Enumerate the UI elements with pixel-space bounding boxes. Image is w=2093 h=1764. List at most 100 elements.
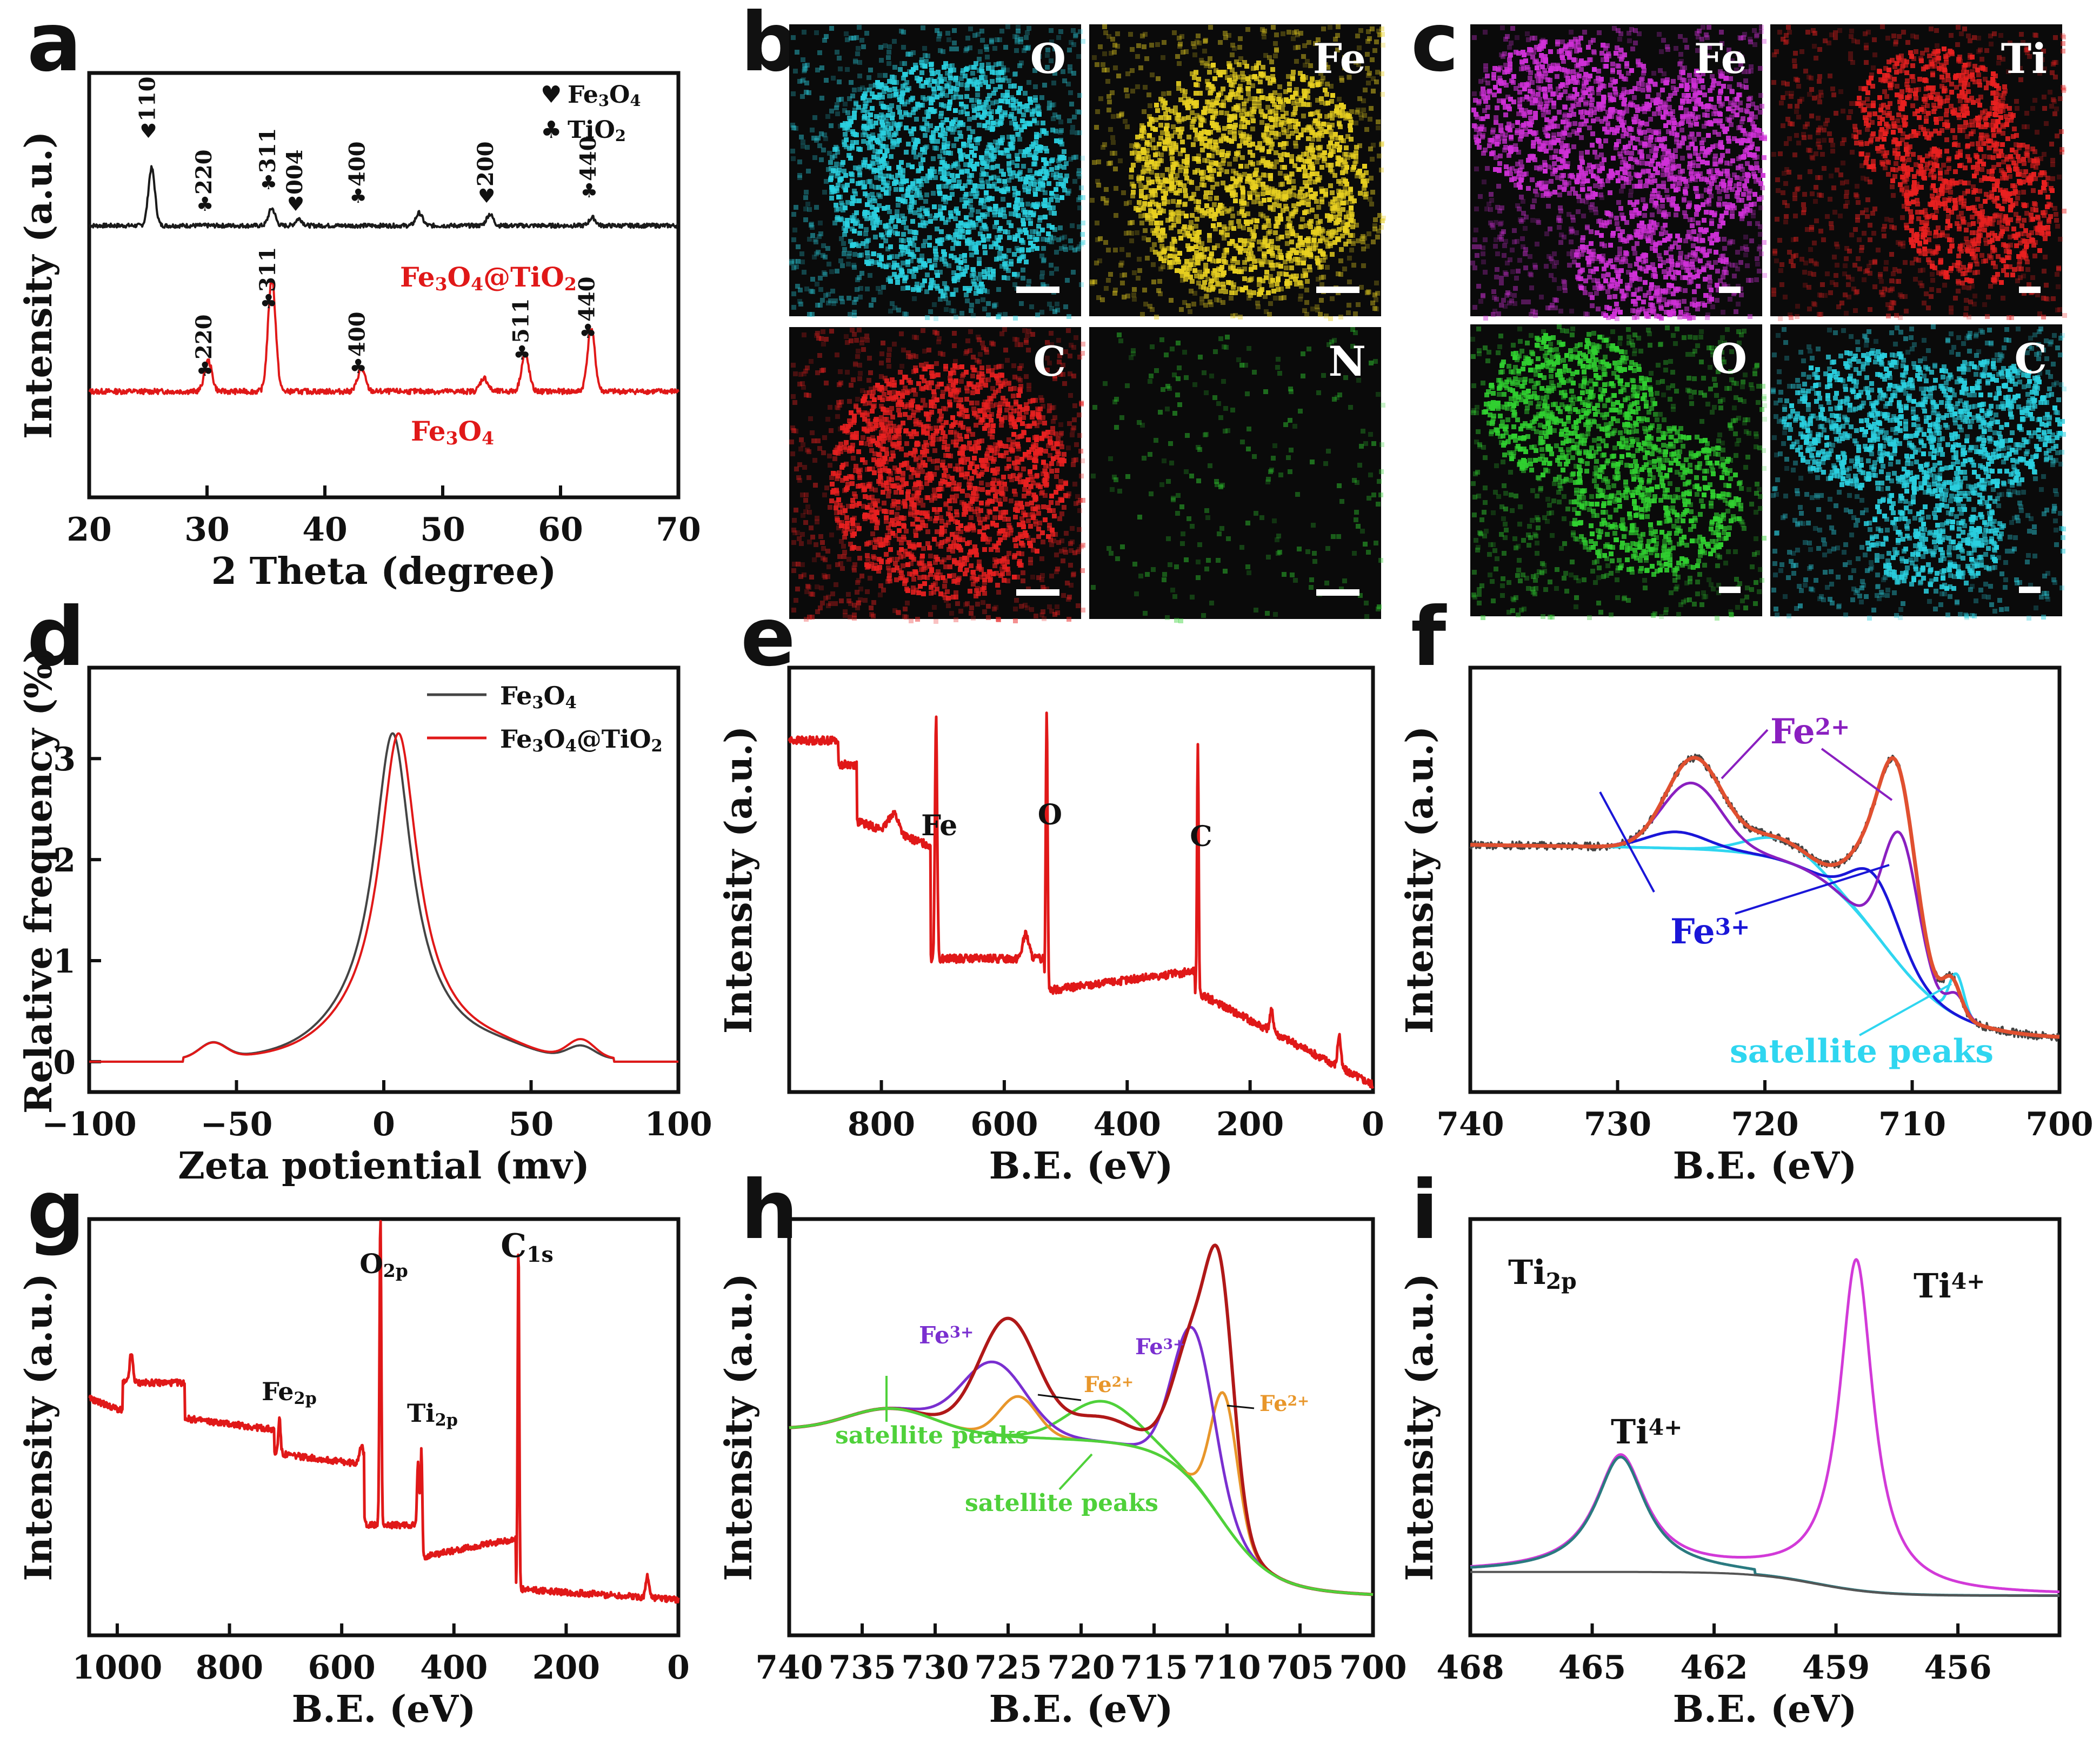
map-pixel [1014, 99, 1018, 104]
map-pixel [1145, 194, 1150, 199]
map-pixel [1170, 156, 1175, 161]
map-pixel [943, 177, 948, 182]
map-pixel [1337, 97, 1342, 102]
map-pixel [1363, 183, 1368, 188]
map-pixel [1011, 137, 1016, 142]
map-pixel [1224, 154, 1229, 158]
map-pixel [1111, 140, 1116, 145]
map-pixel [1314, 199, 1319, 204]
map-pixel [1301, 261, 1306, 265]
map-pixel [869, 216, 874, 221]
map-pixel [1112, 291, 1117, 296]
map-pixel [1262, 35, 1267, 39]
map-pixel [1163, 177, 1168, 182]
map-pixel [1298, 190, 1303, 195]
map-pixel [797, 175, 802, 180]
map-pixel [1353, 311, 1358, 316]
map-pixel [869, 212, 874, 217]
map-pixel [901, 76, 906, 81]
map-pixel [1177, 119, 1182, 124]
map-pixel [1063, 177, 1068, 182]
map-pixel [1275, 216, 1279, 221]
map-pixel [1328, 241, 1332, 246]
map-pixel [1279, 287, 1284, 291]
map-pixel [1051, 205, 1056, 210]
map-pixel [858, 286, 863, 291]
map-pixel [1164, 255, 1169, 260]
map-pixel [1296, 157, 1301, 162]
map-pixel [1202, 247, 1207, 252]
map-pixel [863, 157, 868, 162]
map-pixel [1033, 204, 1038, 209]
map-pixel [810, 277, 815, 282]
map-pixel [894, 89, 899, 94]
map-pixel [1264, 130, 1269, 135]
map-pixel [905, 193, 910, 198]
map-pixel [944, 117, 949, 122]
map-pixel [1008, 142, 1012, 147]
map-pixel [1245, 27, 1250, 32]
map-pixel [867, 145, 872, 150]
map-pixel [976, 241, 981, 245]
map-pixel [1369, 202, 1374, 207]
map-pixel [812, 155, 817, 160]
map-pixel [986, 84, 991, 89]
map-pixel [1213, 227, 1218, 231]
map-pixel [1369, 176, 1374, 181]
map-pixel [1338, 197, 1343, 202]
map-pixel [1024, 259, 1029, 264]
map-pixel [1296, 135, 1301, 140]
map-pixel [1296, 122, 1301, 127]
map-pixel [1261, 191, 1265, 196]
map-pixel [791, 156, 796, 161]
map-pixel [1130, 194, 1135, 198]
map-pixel [1058, 479, 1063, 484]
map-pixel [1207, 233, 1212, 238]
map-pixel [871, 161, 876, 166]
map-pixel [1009, 211, 1014, 216]
map-pixel [1251, 199, 1256, 204]
map-pixel [1067, 314, 1071, 319]
map-pixel [1196, 159, 1201, 164]
map-pixel [895, 173, 900, 178]
map-pixel [1021, 222, 1026, 227]
map-pixel [969, 173, 974, 178]
map-pixel [1245, 211, 1250, 216]
map-pixel [886, 50, 891, 55]
map-pixel [919, 258, 924, 263]
map-pixel [1301, 102, 1306, 106]
map-pixel [802, 68, 807, 72]
map-pixel [895, 209, 899, 214]
map-pixel [812, 115, 817, 120]
map-pixel [1291, 101, 1296, 105]
map-pixel [1338, 162, 1343, 167]
map-pixel [992, 70, 997, 75]
map-pixel [924, 192, 929, 197]
map-pixel [876, 286, 881, 291]
map-pixel [880, 165, 885, 170]
map-pixel [1242, 107, 1247, 112]
map-pixel [937, 154, 942, 159]
map-pixel [922, 223, 926, 228]
map-pixel [1162, 258, 1167, 263]
map-pixel [856, 243, 861, 248]
map-pixel [992, 148, 997, 153]
map-pixel [1291, 112, 1296, 117]
map-pixel [1106, 248, 1111, 252]
map-pixel [896, 123, 901, 128]
map-pixel [1118, 158, 1123, 163]
map-pixel [1208, 25, 1213, 30]
map-pixel [932, 169, 937, 174]
map-pixel [907, 112, 912, 117]
map-pixel [1062, 188, 1067, 192]
map-pixel [1232, 72, 1237, 77]
map-pixel [892, 181, 897, 186]
map-pixel [1374, 39, 1379, 44]
map-pixel [1367, 231, 1371, 236]
map-pixel [804, 287, 809, 291]
map-pixel [1268, 301, 1273, 306]
map-pixel [1270, 142, 1275, 147]
map-pixel [854, 140, 859, 145]
map-pixel [804, 81, 809, 85]
map-pixel [843, 173, 848, 178]
